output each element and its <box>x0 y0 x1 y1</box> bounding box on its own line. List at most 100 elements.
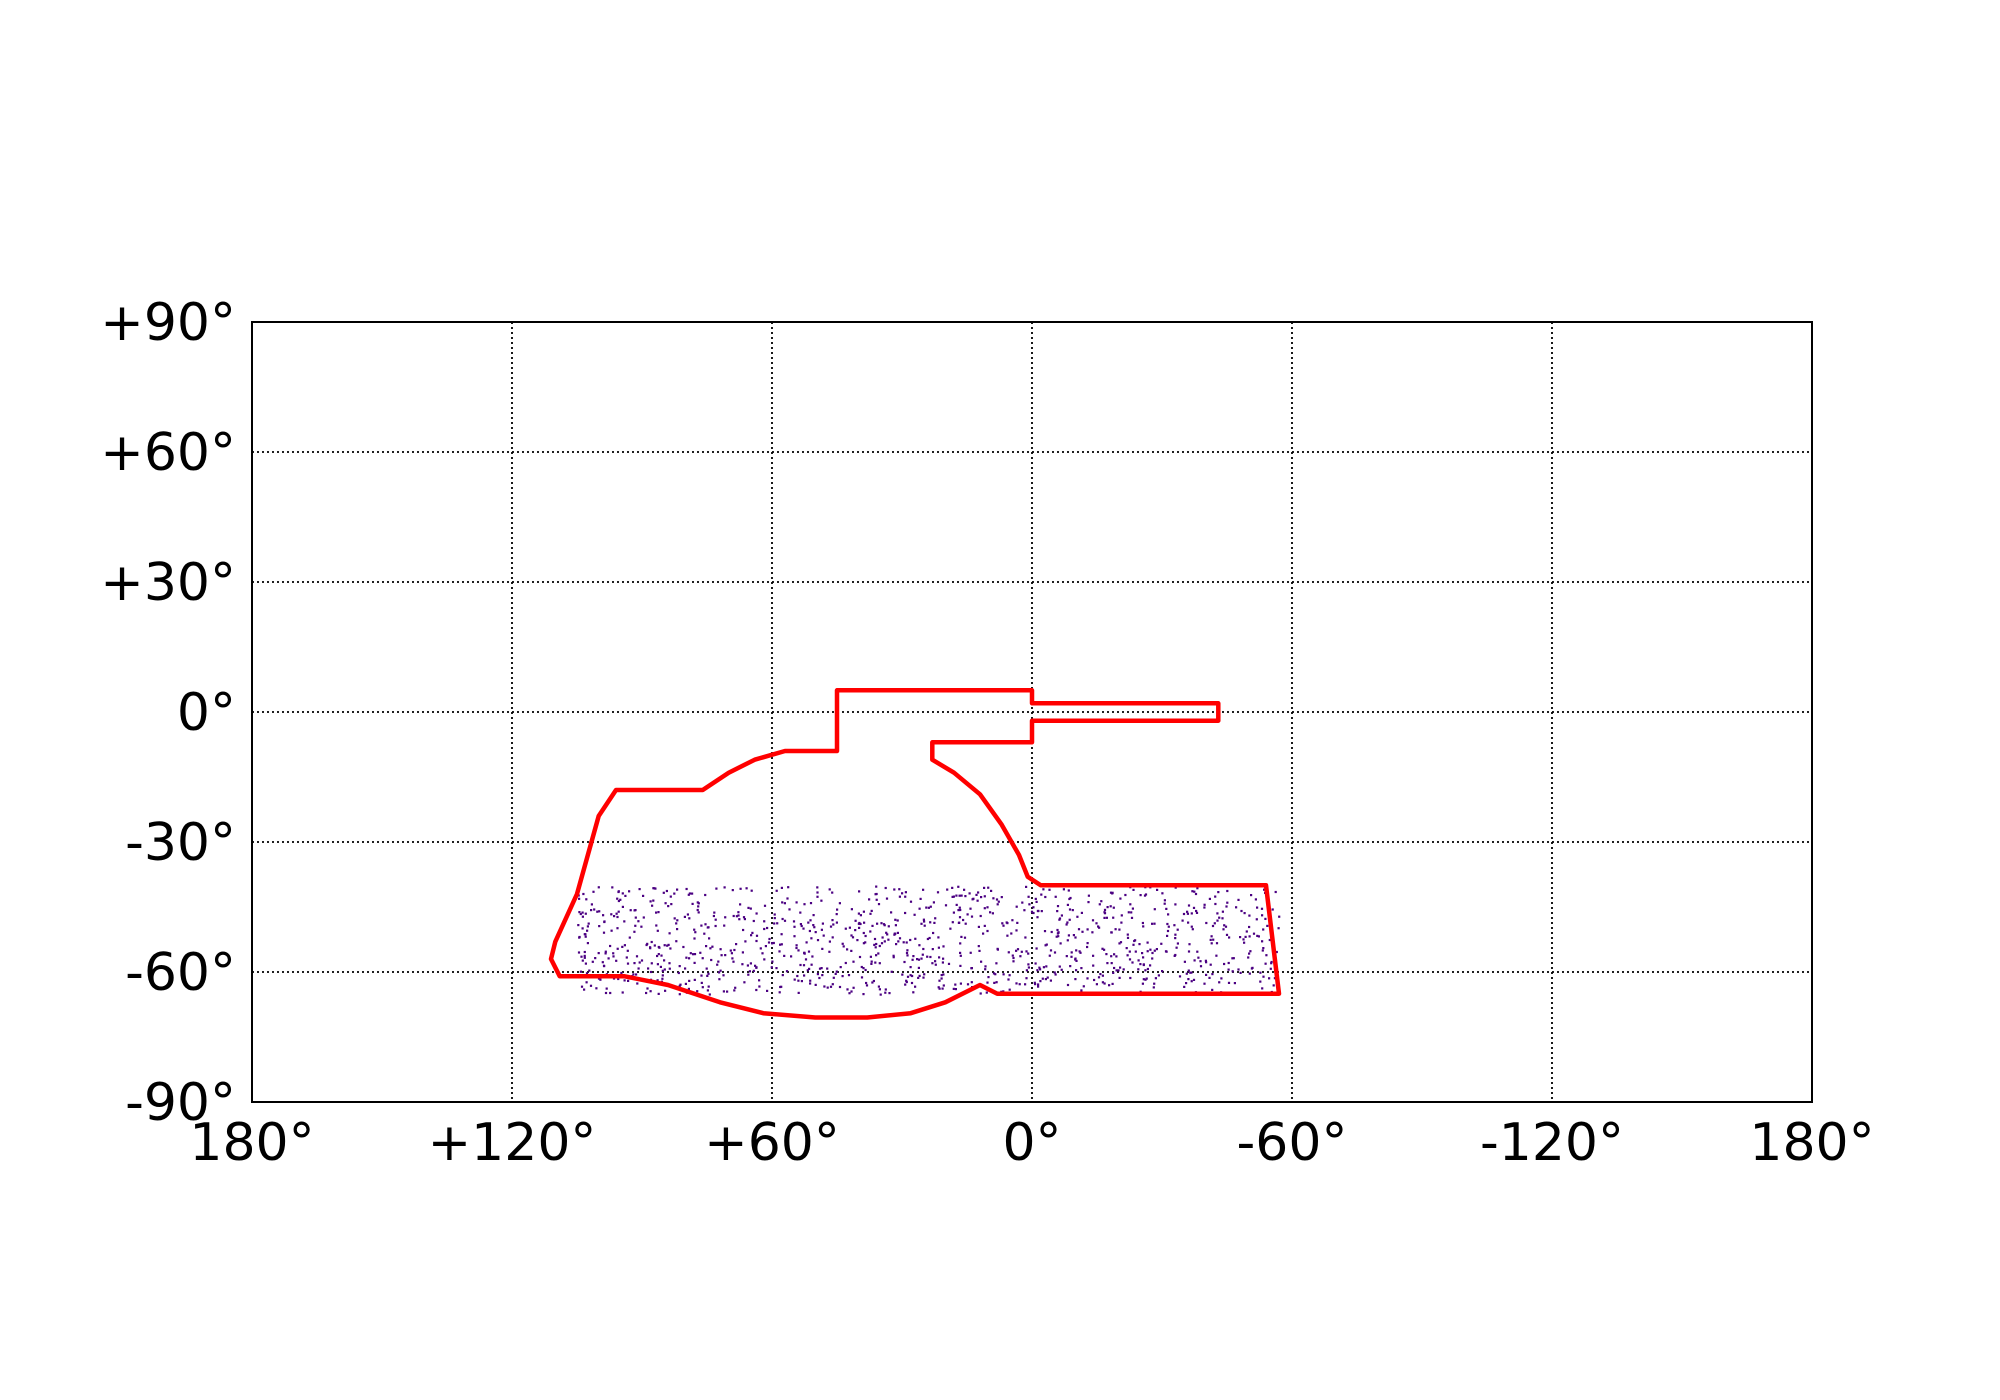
scatter-point <box>1174 886 1177 889</box>
scatter-point <box>942 945 945 948</box>
scatter-point <box>1126 933 1129 936</box>
scatter-point <box>1151 951 1154 955</box>
scatter-point <box>679 983 682 986</box>
scatter-point <box>693 953 697 956</box>
scatter-point <box>1033 981 1036 984</box>
scatter-point <box>1239 936 1242 939</box>
scatter-point <box>628 936 631 939</box>
scatter-point <box>735 915 738 918</box>
scatter-point <box>1043 930 1047 933</box>
scatter-point <box>814 931 817 934</box>
scatter-point <box>912 955 915 958</box>
scatter-point <box>739 903 742 906</box>
scatter-point <box>894 918 897 921</box>
scatter-point <box>710 958 713 962</box>
scatter-point <box>1095 922 1098 925</box>
scatter-point <box>651 904 654 907</box>
scatter-point <box>857 912 860 915</box>
scatter-point <box>838 985 842 989</box>
x-tick-label: 0° <box>1002 1113 1061 1173</box>
scatter-point <box>949 927 952 930</box>
scatter-point <box>653 944 656 947</box>
scatter-point <box>1067 934 1070 937</box>
scatter-point <box>688 957 691 960</box>
scatter-point <box>1044 895 1047 899</box>
scatter-point <box>707 985 710 988</box>
scatter-point <box>1182 912 1186 916</box>
scatter-point <box>598 925 601 928</box>
scatter-point <box>829 985 833 988</box>
scatter-point <box>911 958 914 961</box>
scatter-point <box>588 969 591 972</box>
scatter-point <box>1074 978 1077 981</box>
scatter-point <box>957 909 960 912</box>
scatter-point <box>857 922 860 925</box>
scatter-point <box>1195 911 1199 914</box>
scatter-point <box>1275 950 1278 954</box>
scatter-point <box>835 970 838 973</box>
scatter-point <box>952 911 955 914</box>
scatter-point <box>809 902 813 905</box>
scatter-point <box>1268 938 1271 942</box>
scatter-point <box>851 936 855 939</box>
scatter-point <box>858 890 861 893</box>
scatter-point <box>1056 932 1059 935</box>
scatter-point <box>1046 976 1049 979</box>
scatter-point <box>931 962 934 965</box>
scatter-point <box>697 911 700 914</box>
scatter-point <box>771 942 774 945</box>
scatter-point <box>909 974 912 977</box>
scatter-point <box>959 942 962 945</box>
scatter-point <box>763 920 766 923</box>
scatter-point <box>884 988 887 991</box>
scatter-point <box>626 949 629 952</box>
scatter-point <box>1027 963 1030 966</box>
scatter-point <box>795 946 798 950</box>
scatter-point <box>599 978 602 981</box>
scatter-point <box>859 914 862 917</box>
scatter-point <box>877 985 880 988</box>
scatter-point <box>870 909 873 912</box>
scatter-point <box>1240 909 1243 913</box>
scatter-point <box>1194 892 1198 896</box>
scatter-point <box>761 952 764 955</box>
scatter-point <box>733 989 736 992</box>
scatter-point <box>747 973 750 976</box>
scatter-point <box>624 894 627 897</box>
scatter-point <box>936 891 940 894</box>
scatter-point <box>1242 938 1245 941</box>
scatter-point <box>1272 984 1275 987</box>
scatter-point <box>883 940 886 943</box>
scatter-point <box>969 951 972 954</box>
scatter-point <box>1144 978 1147 981</box>
scatter-point <box>1196 950 1199 953</box>
scatter-point <box>1239 971 1242 974</box>
scatter-point <box>970 967 973 970</box>
scatter-point <box>882 923 886 926</box>
scatter-point <box>893 888 896 891</box>
scatter-point <box>983 924 986 927</box>
scatter-point <box>662 891 665 894</box>
scatter-point <box>1233 982 1236 985</box>
scatter-point <box>1080 911 1083 914</box>
scatter-point <box>716 963 719 966</box>
scatter-point <box>1112 916 1115 919</box>
scatter-point <box>872 979 875 983</box>
scatter-point <box>666 944 669 947</box>
scatter-point <box>847 974 851 977</box>
scatter-point <box>1228 936 1231 939</box>
scatter-point <box>1012 960 1015 963</box>
scatter-point <box>816 891 819 894</box>
scatter-point <box>892 954 895 957</box>
scatter-point <box>800 924 803 928</box>
scatter-point <box>634 916 637 919</box>
scatter-point <box>1012 956 1015 960</box>
scatter-point <box>1197 956 1200 959</box>
scatter-point <box>852 960 855 963</box>
scatter-point <box>1098 926 1101 929</box>
scatter-point <box>1211 973 1214 976</box>
scatter-point <box>831 891 834 894</box>
scatter-point <box>1045 943 1048 946</box>
scatter-point <box>1261 940 1264 943</box>
scatter-point <box>1015 905 1018 908</box>
